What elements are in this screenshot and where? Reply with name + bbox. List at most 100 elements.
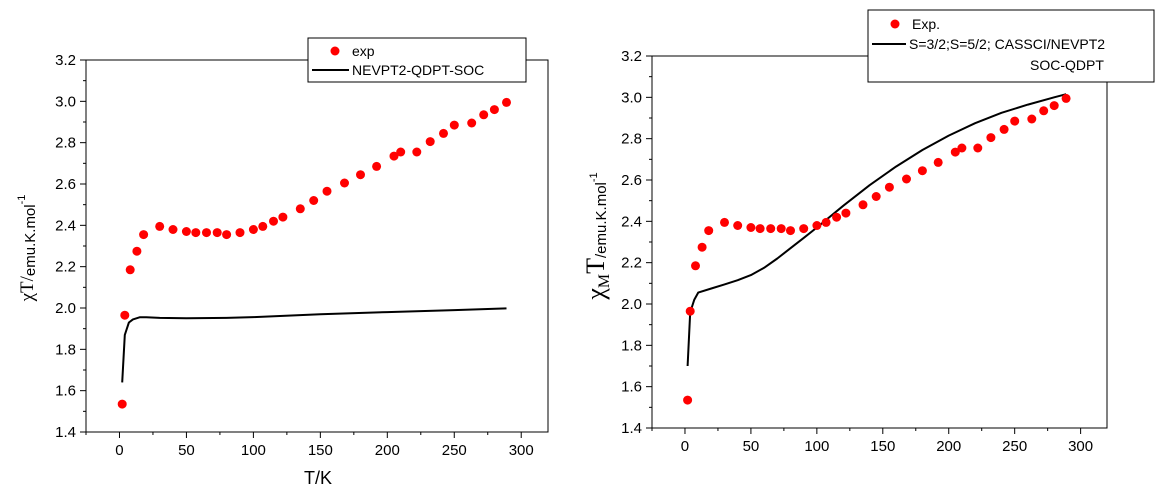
x-tick-label: 300 xyxy=(509,442,534,459)
data-point xyxy=(812,221,822,230)
y-tick-label: 2.8 xyxy=(55,135,76,152)
legend-marker-exp xyxy=(330,46,340,56)
data-point xyxy=(212,228,222,238)
data-point xyxy=(884,182,894,192)
data-point xyxy=(439,128,448,138)
data-point xyxy=(132,246,142,256)
data-point xyxy=(685,306,695,316)
data-point xyxy=(389,151,399,161)
y-axis-label-chi: χ xyxy=(581,288,610,301)
legend-box xyxy=(307,37,527,83)
y-tick-label: 2.2 xyxy=(55,259,76,276)
data-point xyxy=(858,200,868,210)
data-point xyxy=(449,120,459,130)
y-axis-label: χMT/emu.K.mol-1 xyxy=(581,172,613,300)
data-point xyxy=(986,133,996,143)
data-point xyxy=(799,224,809,234)
x-axis-label: T/K xyxy=(304,468,332,488)
data-point xyxy=(181,227,191,236)
axis-ticks: 0 50 100 150 200 250 300 1.4 1.6 1.8 2.0 2.2 2.4 2.6 2… xyxy=(621,48,1093,455)
axis-ticks: 0 50 100 150 200 250 300 1.4 1.6 1.8 2.0 2.2 2.4 2.6 2… xyxy=(55,52,534,459)
y-tick-label: 2.4 xyxy=(55,217,76,234)
svg-text:χT/emu.K.mol-1: χT/emu.K.mol-1 xyxy=(16,195,39,303)
data-point xyxy=(902,174,911,184)
data-point xyxy=(776,224,786,234)
y-tick-label: 3.0 xyxy=(621,89,642,106)
data-point xyxy=(168,225,178,234)
x-tick-label: 250 xyxy=(442,442,467,459)
x-tick-label: 100 xyxy=(241,442,266,459)
x-tick-label: 0 xyxy=(681,438,689,455)
data-point xyxy=(821,217,831,227)
series-layer xyxy=(683,93,1071,405)
data-point xyxy=(412,147,422,157)
data-point xyxy=(222,230,232,240)
data-point xyxy=(1049,101,1059,111)
data-point xyxy=(489,105,499,115)
y-axis-label-main: χT/ xyxy=(17,275,38,302)
data-point xyxy=(697,242,707,252)
data-point xyxy=(1027,114,1037,124)
data-point xyxy=(117,399,127,409)
y-tick-label: 2.2 xyxy=(621,255,642,272)
legend: exp NEVPT2-QDPT-SOC xyxy=(307,37,527,83)
data-point xyxy=(704,226,714,236)
data-point xyxy=(322,186,332,196)
legend-label-calc-line2: SOC-QDPT xyxy=(1030,57,1104,73)
x-tick-label: 100 xyxy=(804,438,829,455)
data-point xyxy=(917,166,927,176)
y-axis-label-unit: /emu.K.mol xyxy=(593,182,610,258)
data-point xyxy=(973,143,983,153)
data-point xyxy=(139,230,149,240)
y-axis-label-sup: -1 xyxy=(588,172,600,182)
data-point xyxy=(356,170,365,180)
data-point xyxy=(120,310,130,320)
plot-frame xyxy=(85,59,549,433)
x-tick-label: 200 xyxy=(936,438,961,455)
data-point xyxy=(258,221,268,231)
legend: Exp. S=3/2;S=5/2; CASSCI/NEVPT2 SOC-QDPT xyxy=(867,9,1155,83)
y-tick-label: 2.0 xyxy=(55,300,76,317)
svg-text:χMT/emu.K.mol-1: χMT/emu.K.mol-1 xyxy=(581,172,613,300)
y-axis-label-t: T xyxy=(581,258,610,274)
y-tick-label: 2.6 xyxy=(55,176,76,193)
x-tick-label: 250 xyxy=(1002,438,1027,455)
data-point xyxy=(691,261,700,271)
data-point xyxy=(340,178,349,188)
series-line xyxy=(686,93,1067,367)
data-point xyxy=(786,226,795,236)
data-point xyxy=(295,204,305,214)
legend-marker-exp xyxy=(890,19,900,29)
x-tick-label: 150 xyxy=(870,438,895,455)
data-point xyxy=(950,147,960,157)
data-point xyxy=(832,212,842,222)
x-tick-label: 150 xyxy=(308,442,333,459)
y-tick-label: 3.0 xyxy=(55,93,76,110)
data-point xyxy=(871,192,881,201)
y-axis-label-sub: M xyxy=(596,274,613,288)
series-line xyxy=(121,307,507,383)
data-point xyxy=(278,212,288,222)
x-tick-label: 200 xyxy=(375,442,400,459)
legend-label-calc: NEVPT2-QDPT-SOC xyxy=(352,62,484,78)
data-point xyxy=(425,137,435,147)
chart-panel-right: 0 50 100 150 200 250 300 1.4 1.6 1.8 2.0 2.2 2.4 2.6 2… xyxy=(581,9,1155,455)
y-tick-label: 1.6 xyxy=(55,383,76,400)
data-point xyxy=(248,225,258,234)
y-tick-label: 2.0 xyxy=(621,296,642,313)
data-point xyxy=(155,221,165,231)
data-point xyxy=(933,157,943,167)
y-tick-label: 1.8 xyxy=(621,337,642,354)
legend-label-exp: exp xyxy=(352,43,375,59)
data-point xyxy=(269,216,278,226)
data-point xyxy=(396,147,406,157)
x-tick-label: 50 xyxy=(743,438,760,455)
data-point xyxy=(1061,93,1071,103)
y-tick-label: 1.4 xyxy=(621,420,642,437)
y-tick-label: 1.6 xyxy=(621,379,642,396)
y-tick-label: 3.2 xyxy=(55,52,76,69)
data-point xyxy=(999,124,1009,134)
data-point xyxy=(957,143,967,153)
data-point xyxy=(1010,116,1020,126)
